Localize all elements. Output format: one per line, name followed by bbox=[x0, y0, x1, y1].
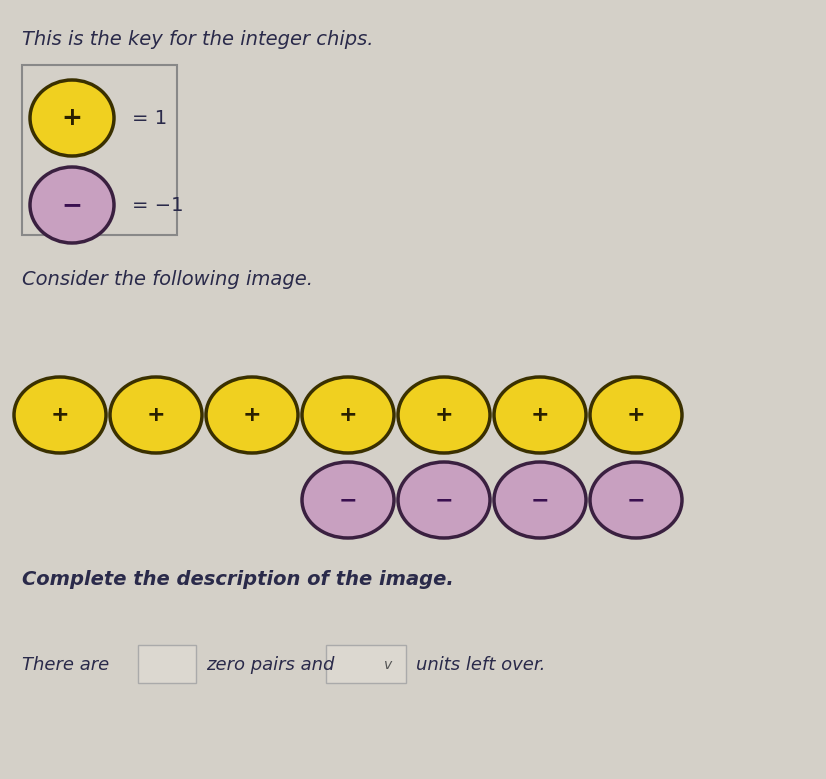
Ellipse shape bbox=[590, 462, 682, 538]
Ellipse shape bbox=[30, 80, 114, 156]
Text: = 1: = 1 bbox=[132, 108, 167, 128]
Ellipse shape bbox=[302, 377, 394, 453]
Text: −: − bbox=[530, 490, 549, 510]
Text: −: − bbox=[434, 490, 453, 510]
Text: +: + bbox=[434, 405, 453, 425]
Text: −: − bbox=[61, 193, 83, 217]
Text: Complete the description of the image.: Complete the description of the image. bbox=[22, 570, 453, 589]
Text: There are: There are bbox=[22, 656, 109, 674]
Bar bbox=[138, 645, 196, 683]
Ellipse shape bbox=[590, 377, 682, 453]
Text: v: v bbox=[384, 658, 392, 672]
Bar bbox=[22, 65, 177, 235]
Text: units left over.: units left over. bbox=[416, 656, 545, 674]
Text: This is the key for the integer chips.: This is the key for the integer chips. bbox=[22, 30, 373, 49]
Ellipse shape bbox=[14, 377, 106, 453]
Text: −: − bbox=[627, 490, 645, 510]
Ellipse shape bbox=[494, 377, 586, 453]
Ellipse shape bbox=[302, 462, 394, 538]
Text: +: + bbox=[243, 405, 261, 425]
Ellipse shape bbox=[398, 462, 490, 538]
Bar bbox=[326, 645, 406, 683]
Text: +: + bbox=[339, 405, 358, 425]
Ellipse shape bbox=[30, 167, 114, 243]
Text: +: + bbox=[147, 405, 165, 425]
Text: −: − bbox=[339, 490, 358, 510]
Ellipse shape bbox=[110, 377, 202, 453]
Ellipse shape bbox=[206, 377, 298, 453]
Text: +: + bbox=[50, 405, 69, 425]
Text: Consider the following image.: Consider the following image. bbox=[22, 270, 313, 289]
Text: = −1: = −1 bbox=[132, 196, 183, 214]
Text: +: + bbox=[530, 405, 549, 425]
Text: +: + bbox=[62, 106, 83, 130]
Ellipse shape bbox=[398, 377, 490, 453]
Ellipse shape bbox=[494, 462, 586, 538]
Text: zero pairs and: zero pairs and bbox=[206, 656, 335, 674]
Text: +: + bbox=[627, 405, 645, 425]
